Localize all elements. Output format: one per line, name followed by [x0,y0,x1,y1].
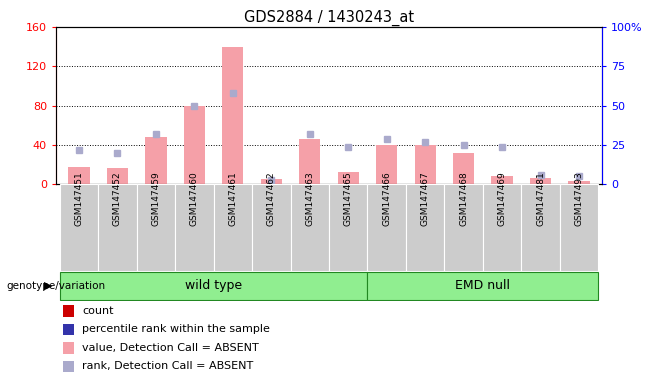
Text: GSM147481: GSM147481 [536,171,545,226]
Text: GSM147468: GSM147468 [459,171,468,226]
Text: ▶: ▶ [44,281,53,291]
Bar [252,184,291,271]
Text: count: count [82,306,114,316]
Bar [560,184,598,271]
Bar [444,184,483,271]
Bar [521,184,560,271]
Bar [376,145,397,184]
Bar [60,272,367,300]
Bar [530,179,551,184]
Text: GSM147465: GSM147465 [343,171,353,226]
Bar [145,137,166,184]
Text: GSM147469: GSM147469 [497,171,507,226]
Bar [367,272,598,300]
Bar [406,184,444,271]
Text: rank, Detection Call = ABSENT: rank, Detection Call = ABSENT [82,361,253,371]
Text: wild type: wild type [185,279,242,292]
Text: GSM147459: GSM147459 [151,171,161,226]
Text: GSM147467: GSM147467 [420,171,430,226]
Text: GDS2884 / 1430243_at: GDS2884 / 1430243_at [244,10,414,26]
Text: GSM147493: GSM147493 [574,171,584,226]
Bar [137,184,175,271]
Text: GSM147463: GSM147463 [305,171,315,226]
Bar [214,184,252,271]
Bar [367,184,406,271]
Bar [222,46,243,184]
Bar [492,177,513,184]
Bar [453,153,474,184]
Bar [184,106,205,184]
Bar [338,172,359,184]
Bar [60,184,98,271]
Bar [175,184,214,271]
Text: GSM147451: GSM147451 [74,171,84,226]
Text: EMD null: EMD null [455,279,511,292]
Bar [261,179,282,184]
Bar [483,184,521,271]
Bar [415,145,436,184]
Bar [569,181,590,184]
Text: GSM147452: GSM147452 [113,171,122,226]
Text: value, Detection Call = ABSENT: value, Detection Call = ABSENT [82,343,259,353]
Text: GSM147461: GSM147461 [228,171,238,226]
Bar [68,167,89,184]
Bar [329,184,367,271]
Bar [299,139,320,184]
Text: GSM147462: GSM147462 [266,171,276,226]
Text: GSM147466: GSM147466 [382,171,392,226]
Bar [107,167,128,184]
Bar [98,184,137,271]
Bar [291,184,329,271]
Text: percentile rank within the sample: percentile rank within the sample [82,324,270,334]
Text: GSM147460: GSM147460 [190,171,199,226]
Text: genotype/variation: genotype/variation [7,281,106,291]
